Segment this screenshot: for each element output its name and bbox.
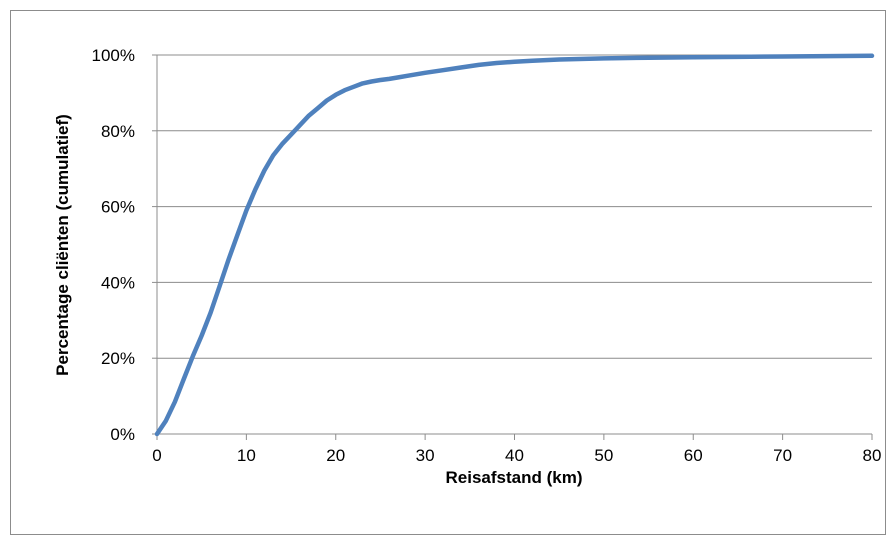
y-tick-label-80: 80% xyxy=(101,122,135,141)
x-axis-title: Reisafstand (km) xyxy=(446,468,583,487)
x-tick-label-80: 80 xyxy=(863,446,882,465)
x-tick-label-30: 30 xyxy=(416,446,435,465)
y-axis-title: Percentage cliënten (cumulatief) xyxy=(53,114,72,376)
x-tick-label-20: 20 xyxy=(326,446,345,465)
y-tick-label-20: 20% xyxy=(101,349,135,368)
chart-frame xyxy=(10,10,886,535)
axis-layer xyxy=(152,54,873,440)
x-tick-label-10: 10 xyxy=(237,446,256,465)
x-tick-label-50: 50 xyxy=(594,446,613,465)
y-tick-label-100: 100% xyxy=(92,46,135,65)
x-tick-label-40: 40 xyxy=(505,446,524,465)
x-tick-label-0: 0 xyxy=(152,446,161,465)
y-tick-label-60: 60% xyxy=(101,198,135,217)
series-layer xyxy=(154,53,875,437)
grid-layer xyxy=(157,54,872,359)
x-tick-label-70: 70 xyxy=(773,446,792,465)
x-tick-label-60: 60 xyxy=(684,446,703,465)
y-tick-label-0: 0% xyxy=(110,425,135,444)
y-tick-label-40: 40% xyxy=(101,273,135,292)
tick-label-layer: 0% 20% 40% 60% 80% 100% 0 10 20 30 40 50 60 70 80 xyxy=(92,46,882,465)
series-line-0 xyxy=(154,53,875,437)
